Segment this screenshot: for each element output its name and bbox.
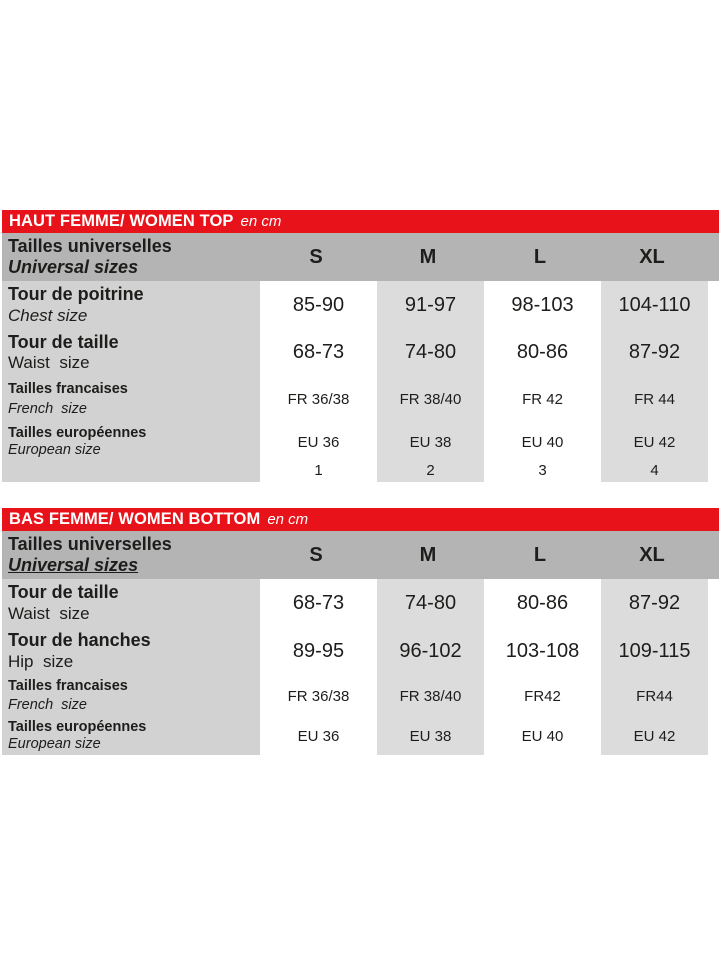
row-label-fr: Tour de poitrine	[8, 283, 144, 304]
table-unit-label: en cm	[267, 511, 309, 528]
row-label-cell: Tailles européennes European size	[2, 717, 260, 756]
value-cell-s: 85-90	[260, 281, 372, 329]
row-label-cell: Tour de poitrine Chest size	[2, 281, 260, 329]
row-label-cell: Tailles européennes European size	[2, 423, 260, 462]
header-band: Tailles universelles Universal sizes S M…	[2, 233, 719, 281]
value-cell-l: 98-103	[484, 281, 596, 329]
row-french-size: Tailles francaises French size FR 36/38 …	[2, 675, 720, 717]
header-row: Tailles universelles Universal sizes S M…	[2, 531, 719, 579]
universal-sizes-label-fr: Tailles universelles	[8, 235, 172, 256]
row-label-en: French size	[8, 400, 87, 417]
row-label-cell: Tour de taille Waist size	[2, 329, 260, 376]
value-cell-l: EU 40	[484, 717, 596, 756]
row-label-cell: Tailles francaises French size	[2, 675, 260, 717]
value-cell-l: FR 42	[484, 376, 596, 423]
value-cell-s: 89-95	[260, 627, 372, 675]
header-row: Tailles universelles Universal sizes S M…	[2, 233, 719, 281]
value-cell-l: EU 40	[484, 423, 596, 462]
row-european-size: Tailles européennes European size EU 36 …	[2, 423, 720, 462]
universal-sizes-label-en: Universal sizes	[8, 555, 139, 576]
value-cell-s: 68-73	[260, 329, 372, 376]
row-label-fr: Tailles européennes	[8, 425, 147, 441]
row-label-en: Chest size	[8, 306, 88, 326]
value-cell-s: 1	[260, 459, 372, 482]
size-column-header-s: S	[309, 245, 323, 268]
row-label-cell-empty	[2, 459, 260, 482]
row-label-en: Waist size	[8, 604, 90, 624]
value-cell-l: 103-108	[484, 627, 596, 675]
header-label-cell: Tailles universelles Universal sizes	[2, 531, 260, 579]
size-column-header-xl: XL	[639, 543, 665, 566]
value-cell-xl: FR 44	[596, 376, 708, 423]
row-chest-size: Tour de poitrine Chest size 85-90 91-97 …	[2, 281, 720, 329]
row-label-fr: Tailles européennes	[8, 719, 147, 735]
value-cell-xl: 87-92	[596, 579, 708, 627]
size-table-women-top: HAUT FEMME/ WOMEN TOP en cm Tailles univ…	[2, 0, 720, 482]
row-label-en: French size	[8, 696, 87, 713]
value-cell-s: FR 36/38	[260, 376, 372, 423]
size-column-header-l: L	[533, 245, 547, 268]
value-cell-s: FR 36/38	[260, 675, 372, 717]
row-label-fr: Tour de hanches	[8, 629, 151, 650]
header-band: Tailles universelles Universal sizes S M…	[2, 531, 719, 579]
row-french-size: Tailles francaises French size FR 36/38 …	[2, 376, 720, 423]
table-unit-label: en cm	[240, 213, 282, 230]
row-label-fr: Tour de taille	[8, 581, 119, 602]
row-waist-size: Tour de taille Waist size 68-73 74-80 80…	[2, 329, 720, 376]
size-column-header-m: M	[419, 543, 437, 566]
value-cell-xl: 104-110	[596, 281, 708, 329]
row-size-index: 1 2 3 4	[2, 459, 720, 482]
value-cell-s: 68-73	[260, 579, 372, 627]
value-cell-xl: 4	[596, 459, 708, 482]
universal-sizes-label-en: Universal sizes	[8, 257, 139, 278]
value-cell-s: EU 36	[260, 423, 372, 462]
row-label-cell: Tour de taille Waist size	[2, 579, 260, 627]
row-waist-size: Tour de taille Waist size 68-73 74-80 80…	[2, 579, 720, 627]
row-european-size: Tailles européennes European size EU 36 …	[2, 717, 720, 756]
universal-sizes-label-fr: Tailles universelles	[8, 533, 172, 554]
value-cell-m: 74-80	[372, 329, 484, 376]
row-label-fr: Tailles francaises	[8, 678, 128, 695]
size-column-header-s: S	[309, 543, 323, 566]
row-label-en: Waist size	[8, 353, 90, 373]
value-cell-xl: 87-92	[596, 329, 708, 376]
value-cell-xl: EU 42	[596, 423, 708, 462]
header-label-cell: Tailles universelles Universal sizes	[2, 233, 260, 281]
value-cell-l: 80-86	[484, 579, 596, 627]
table-title-bar-women-top: HAUT FEMME/ WOMEN TOP en cm	[2, 210, 719, 233]
value-cell-s: EU 36	[260, 717, 372, 756]
value-cell-xl: EU 42	[596, 717, 708, 756]
value-cell-m: 2	[372, 459, 484, 482]
table-title-bar-women-bottom: BAS FEMME/ WOMEN BOTTOM en cm	[2, 508, 719, 531]
value-cell-m: EU 38	[372, 423, 484, 462]
value-cell-xl: 109-115	[596, 627, 708, 675]
row-hip-size: Tour de hanches Hip size 89-95 96-102 10…	[2, 627, 720, 675]
row-label-fr: Tour de taille	[8, 331, 119, 352]
value-cell-l: FR42	[484, 675, 596, 717]
size-column-header-l: L	[533, 543, 547, 566]
row-label-fr: Tailles francaises	[8, 380, 128, 397]
value-cell-m: FR 38/40	[372, 376, 484, 423]
row-label-cell: Tailles francaises French size	[2, 376, 260, 423]
size-column-header-m: M	[419, 245, 437, 268]
value-cell-m: FR 38/40	[372, 675, 484, 717]
row-label-en: European size	[8, 736, 101, 753]
row-label-en: European size	[8, 442, 101, 459]
table-title: BAS FEMME/ WOMEN BOTTOM	[9, 510, 261, 528]
value-cell-m: EU 38	[372, 717, 484, 756]
size-table-women-bottom: BAS FEMME/ WOMEN BOTTOM en cm Tailles un…	[2, 508, 720, 756]
value-cell-l: 3	[484, 459, 596, 482]
value-cell-l: 80-86	[484, 329, 596, 376]
row-label-cell: Tour de hanches Hip size	[2, 627, 260, 675]
row-label-en: Hip size	[8, 652, 74, 672]
value-cell-m: 74-80	[372, 579, 484, 627]
value-cell-xl: FR44	[596, 675, 708, 717]
value-cell-m: 91-97	[372, 281, 484, 329]
value-cell-m: 96-102	[372, 627, 484, 675]
size-column-header-xl: XL	[639, 245, 665, 268]
table-title: HAUT FEMME/ WOMEN TOP	[9, 212, 234, 230]
